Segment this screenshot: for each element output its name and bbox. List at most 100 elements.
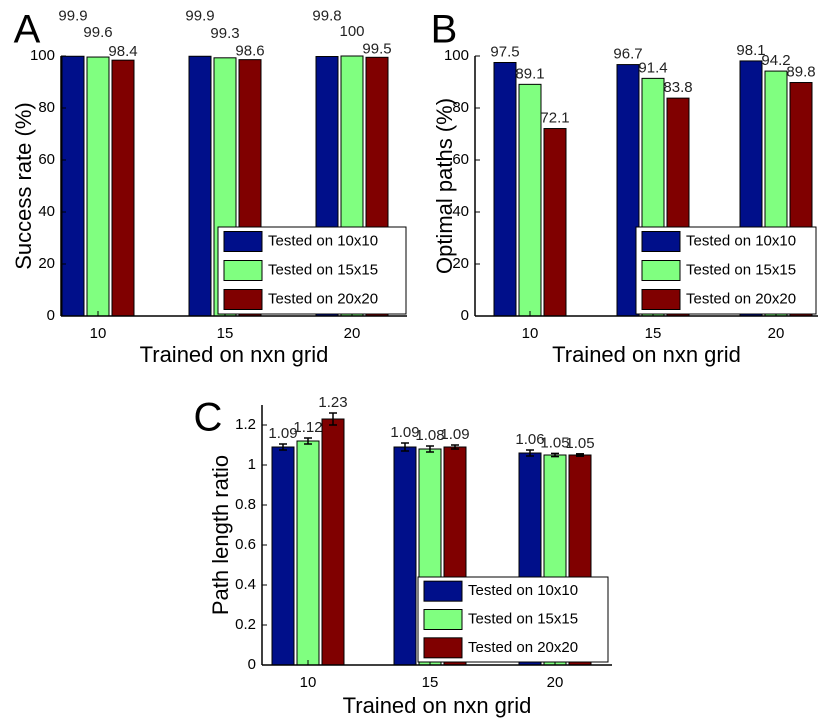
legend-entry-2: Tested on 15x15: [686, 261, 796, 278]
legend-swatch-1: [641, 231, 681, 252]
data-label: 99.9: [185, 7, 214, 24]
bar-10-2: [518, 83, 542, 317]
data-label: 97.5: [490, 44, 519, 61]
bar-10-1: [271, 446, 295, 666]
bar-10-2: [296, 440, 320, 666]
x-tick-label: 10: [522, 325, 539, 342]
legend-entry-3: Tested on 20x20: [468, 639, 578, 656]
legend-swatch-2: [223, 260, 263, 281]
y-tick-label: 1.2: [235, 416, 256, 433]
bar-10-3: [111, 59, 135, 317]
y-tick-label: 0.6: [235, 536, 256, 553]
x-tick-label: 15: [422, 674, 439, 691]
y-tick-label: 0: [47, 307, 55, 324]
y-tick-label: 80: [38, 99, 55, 116]
x-tick-label: 10: [90, 325, 107, 342]
data-label: 1.06: [515, 431, 544, 448]
y-tick-label: 20: [38, 255, 55, 272]
legend-swatch-3: [223, 289, 263, 310]
legend-entry-2: Tested on 15x15: [468, 610, 578, 627]
y-tick-label: 80: [452, 99, 469, 116]
bar-10-3: [321, 418, 345, 666]
bar-15-1: [188, 55, 212, 317]
legend: Tested on 10x10 Tested on 15x15 Tested on …: [417, 576, 609, 663]
legend: Tested on 10x10 Tested on 15x15 Tested on …: [217, 226, 407, 315]
legend-swatch-1: [223, 231, 263, 252]
data-label: 89.8: [786, 64, 815, 81]
y-axis-label: Optimal paths (%): [432, 98, 457, 274]
y-tick-label: 100: [444, 47, 469, 64]
chart-panel-c: C 1.09 1.09 1.06 1.12 1.08 1.05 1.23 1.09 1.05 0 0.…: [194, 394, 612, 718]
data-label: 83.8: [663, 79, 692, 96]
data-label: 1.09: [268, 425, 297, 442]
data-label: 100: [339, 23, 364, 40]
y-tick-label: 0.2: [235, 616, 256, 633]
legend-entry-1: Tested on 10x10: [686, 232, 796, 249]
legend-swatch-2: [641, 260, 681, 281]
y-tick-label: 20: [452, 255, 469, 272]
y-tick-label: 1: [248, 456, 256, 473]
data-label: 99.9: [58, 7, 87, 24]
data-label: 1.09: [390, 424, 419, 441]
data-label: 98.4: [108, 43, 137, 60]
y-axis-label: Path length ratio: [208, 455, 233, 615]
bar-15-1: [393, 446, 417, 666]
y-tick-label: 40: [452, 203, 469, 220]
x-tick-label: 20: [768, 325, 785, 342]
data-label: 99.3: [210, 25, 239, 42]
legend-entry-1: Tested on 10x10: [468, 582, 578, 599]
y-tick-label: 40: [38, 203, 55, 220]
data-label: 91.4: [638, 59, 667, 76]
legend-swatch-1: [423, 580, 463, 602]
data-label: 1.23: [318, 394, 347, 411]
legend-swatch-3: [641, 289, 681, 310]
data-label: 99.6: [83, 24, 112, 41]
x-tick-label: 15: [645, 325, 662, 342]
x-axis-label: Trained on nxn grid: [552, 342, 741, 367]
data-label: 99.5: [362, 40, 391, 57]
data-label: 1.09: [440, 426, 469, 443]
bar-10-1: [493, 62, 517, 317]
bar-10-2: [86, 56, 110, 317]
panel-label: B: [431, 8, 458, 52]
legend-swatch-2: [423, 609, 463, 630]
y-tick-label: 100: [30, 47, 55, 64]
data-label: 72.1: [540, 110, 569, 127]
legend-entry-3: Tested on 20x20: [268, 290, 378, 307]
bar-10-3: [543, 128, 567, 317]
legend: Tested on 10x10 Tested on 15x15 Tested on …: [635, 226, 817, 315]
y-tick-label: 0.4: [235, 576, 256, 593]
legend-entry-1: Tested on 10x10: [268, 232, 378, 249]
data-label: 98.1: [736, 42, 765, 59]
panel-label: A: [14, 8, 41, 52]
y-tick-label: 0: [248, 656, 256, 673]
legend-entry-2: Tested on 15x15: [268, 261, 378, 278]
data-label: 1.12: [293, 419, 322, 436]
x-axis-label: Trained on nxn grid: [343, 693, 532, 718]
data-label: 1.08: [415, 427, 444, 444]
y-tick-label: 60: [452, 151, 469, 168]
y-tick-label: 60: [38, 151, 55, 168]
x-axis-label: Trained on nxn grid: [140, 342, 329, 367]
data-label: 94.2: [761, 52, 790, 69]
chart-panel-a: A 99.9 99.9 99.8 99.6 99.3 100 98.4 98.6 99.5 0 20 4…: [11, 7, 407, 367]
data-label: 98.6: [235, 43, 264, 60]
x-tick-label: 20: [344, 325, 361, 342]
chart-panel-b: B 97.5 96.7 98.1 89.1 91.4 94.2 72.1 83.8 89.8 0 20…: [431, 8, 818, 367]
legend-swatch-3: [423, 637, 463, 659]
data-label: 96.7: [613, 46, 642, 63]
panel-label: C: [194, 396, 223, 440]
data-label: 1.05: [565, 435, 594, 452]
data-label: 99.8: [312, 8, 341, 25]
data-label: 1.05: [540, 434, 569, 451]
legend-entry-3: Tested on 20x20: [686, 290, 796, 307]
data-label: 89.1: [515, 65, 544, 82]
bar-10-1: [61, 55, 85, 317]
x-tick-label: 15: [217, 325, 234, 342]
y-tick-label: 0.8: [235, 496, 256, 513]
x-tick-label: 10: [300, 674, 317, 691]
y-axis-label: Success rate (%): [11, 102, 36, 270]
x-tick-label: 20: [547, 674, 564, 691]
y-tick-label: 0: [461, 307, 469, 324]
